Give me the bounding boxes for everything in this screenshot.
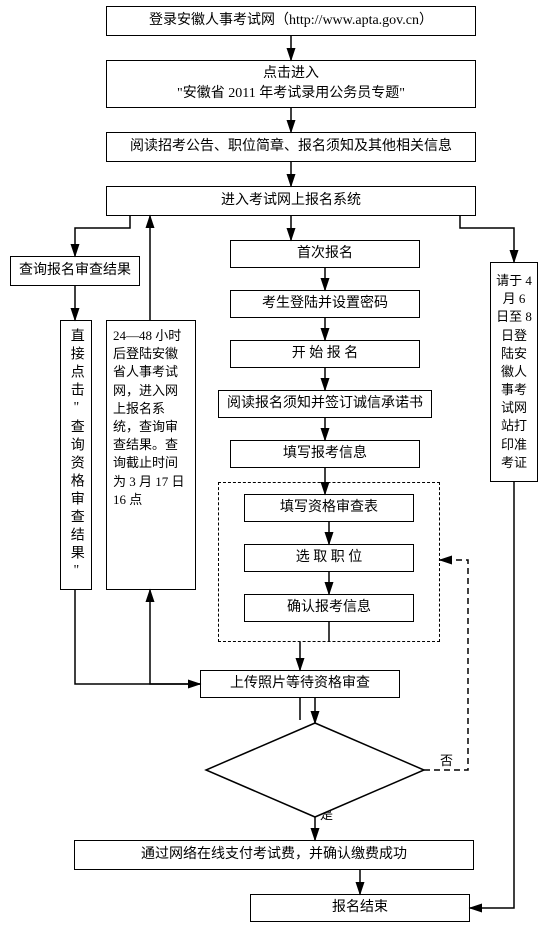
text-l1: 点击进入: [263, 64, 319, 84]
left-24-48: 24—48 小时后登陆安徽省人事考试网，进入网上报名系统，查询审查结果。查询截止…: [106, 320, 196, 590]
label-yes: 是: [320, 804, 333, 823]
text: 登录安徽人事考试网（http://www.apta.gov.cn）: [149, 11, 433, 31]
text: 开 始 报 名: [292, 344, 359, 364]
left-query-result: 查询报名审查结果: [10, 256, 140, 286]
text: 报名结束: [332, 898, 388, 918]
node-fill-info: 填写报考信息: [230, 440, 420, 468]
text: 填写资格审查表: [280, 498, 378, 518]
node-end: 报名结束: [250, 894, 470, 922]
text: 通过网络在线支付考试费，并确认缴费成功: [141, 845, 407, 865]
text: 填写报考信息: [283, 444, 367, 464]
text: 查询报名审查结果: [19, 261, 131, 281]
node-read-commit: 阅读报名须知并签订诚信承诺书: [218, 390, 432, 418]
text-l2: "安徽省 2011 年考试录用公务员专题": [177, 84, 405, 104]
text: 阅读招考公告、职位简章、报名须知及其他相关信息: [130, 137, 452, 157]
left-direct-click: 直接点击"查询资格审查结果": [60, 320, 92, 590]
label-no: 否: [440, 750, 453, 769]
node-enter-system: 进入考试网上报名系统: [106, 186, 476, 216]
node-upload-wait: 上传照片等待资格审查: [200, 670, 400, 698]
node-confirm-info: 确认报考信息: [244, 594, 414, 622]
text: 24—48 小时后登陆安徽省人事考试网，进入网上报名系统，查询审查结果。查询截止…: [113, 327, 189, 509]
node-fill-qual: 填写资格审查表: [244, 494, 414, 522]
node-pay: 通过网络在线支付考试费，并确认缴费成功: [74, 840, 474, 870]
node-select-position: 选 取 职 位: [244, 544, 414, 572]
dl2: 是否通过: [287, 774, 343, 789]
node-first-signup: 首次报名: [230, 240, 420, 268]
right-print-admit: 请于 4 月 6 日至 8 日登陆安徽人事考试网站打印准考证: [490, 262, 538, 482]
text: 请于 4 月 6 日至 8 日登陆安徽人事考试网站打印准考证: [495, 272, 533, 472]
node-start-signup: 开 始 报 名: [230, 340, 420, 368]
text: 阅读报名须知并签订诚信承诺书: [227, 394, 423, 414]
node-login: 登录安徽人事考试网（http://www.apta.gov.cn）: [106, 6, 476, 36]
text: 确认报考信息: [287, 598, 371, 618]
text: 进入考试网上报名系统: [221, 191, 361, 211]
text: 直接点击"查询资格审查结果": [66, 328, 86, 582]
node-read-notice: 阅读招考公告、职位简章、报名须知及其他相关信息: [106, 132, 476, 162]
text: 选 取 职 位: [296, 548, 363, 568]
dl1: 资格审查结果: [273, 754, 357, 769]
diamond-text: 资格审查结果 是否通过: [230, 752, 400, 791]
text: 首次报名: [297, 244, 353, 264]
text: 上传照片等待资格审查: [230, 674, 370, 694]
text: 考生登陆并设置密码: [262, 294, 388, 314]
node-click-enter: 点击进入 "安徽省 2011 年考试录用公务员专题": [106, 60, 476, 108]
node-login-setpwd: 考生登陆并设置密码: [230, 290, 420, 318]
